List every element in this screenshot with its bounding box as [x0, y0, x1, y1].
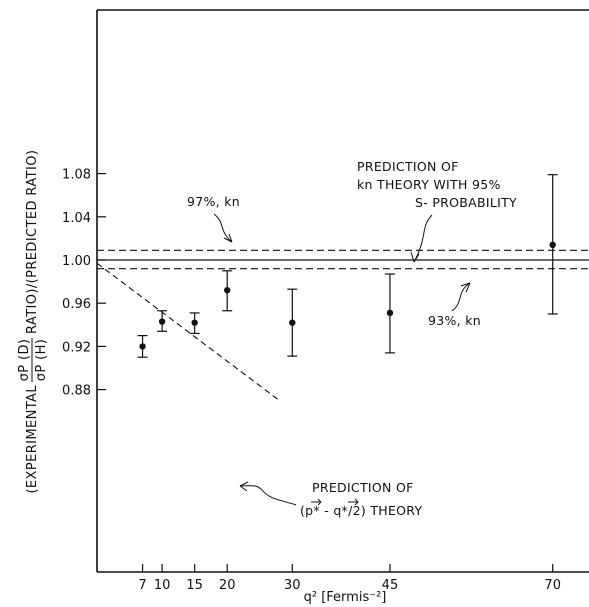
- data-point-3: [224, 287, 231, 294]
- y-tick-label-4: 1.04: [62, 211, 91, 226]
- x-tick-label-1: 10: [154, 578, 171, 593]
- data-point-6: [549, 241, 556, 249]
- prediction-label-line2: kn THEORY WITH 95%: [357, 177, 501, 192]
- prediction-label-line3: S- PROBABILITY: [415, 195, 517, 210]
- data-point-1: [158, 318, 166, 325]
- x-tick-label-0: 7: [138, 578, 146, 593]
- y-ticks: 0.88 0.92 0.96 1.00 1.04 1.08: [62, 168, 106, 399]
- ylabel-numerator: σP (D): [17, 339, 32, 382]
- data-point-0: [139, 343, 146, 350]
- y-tick-label-2: 0.96: [62, 297, 91, 312]
- data-point-2: [191, 319, 198, 326]
- theory-label-line1: PREDICTION OF: [312, 480, 414, 495]
- prediction-arrowhead: [410, 251, 420, 263]
- y-tick-label-0: 0.88: [62, 384, 91, 399]
- theory-arrowhead: [239, 481, 249, 492]
- x-tick-label-4: 30: [284, 578, 301, 593]
- y-tick-label-3: 1.00: [62, 254, 91, 269]
- data-points: [137, 174, 558, 358]
- prediction-label-line1: PREDICTION OF: [357, 159, 459, 174]
- x-ticks: 7 10 15 20 30 45 70: [138, 564, 561, 593]
- theory-line: [96, 262, 280, 401]
- theory-vector-q-arrow: [348, 498, 359, 506]
- lower-label: 93%, kn: [428, 313, 481, 328]
- prediction-arrow: [413, 214, 433, 263]
- x-tick-label-6: 70: [544, 578, 561, 593]
- y-axis-title: (EXPERIMENTAL σP (D) σP (H) RATIO)/(PRED…: [17, 150, 49, 494]
- lower-arrow: [451, 282, 471, 312]
- x-tick-label-5: 45: [382, 578, 399, 593]
- ylabel-right: RATIO)/(PREDICTED RATIO): [25, 150, 40, 334]
- theory-vector-p-arrow: [311, 498, 322, 506]
- ylabel-denominator: σP (H): [34, 339, 49, 382]
- theory-arrow: [239, 485, 297, 506]
- upper-arrow: [213, 213, 233, 243]
- ylabel-left: (EXPERIMENTAL: [25, 385, 40, 494]
- lower-arrowhead: [460, 282, 471, 293]
- data-point-5: [386, 309, 394, 317]
- data-point-4: [289, 319, 296, 326]
- upper-label: 97%, kn: [187, 194, 240, 209]
- theory-label-line2: (p* - q*/2) THEORY: [300, 503, 422, 518]
- reference-lines: [96, 249, 589, 401]
- y-tick-label-5: 1.08: [62, 168, 91, 183]
- x-tick-label-3: 20: [219, 578, 236, 593]
- x-axis-title: q² [Fermis⁻²]: [304, 590, 387, 605]
- y-tick-label-1: 0.92: [62, 340, 91, 355]
- x-tick-label-2: 15: [186, 578, 203, 593]
- upper-arrowhead: [223, 233, 233, 243]
